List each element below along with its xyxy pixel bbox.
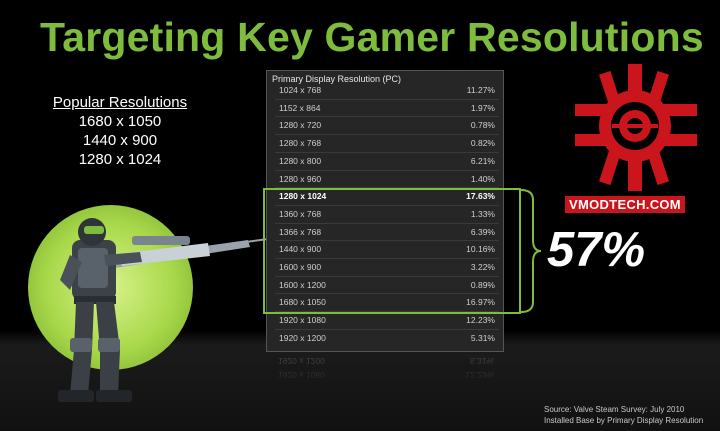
resolution-cell: 1680 x 1050	[279, 297, 326, 308]
resolution-cell: 1280 x 960	[279, 173, 322, 184]
popular-resolutions-header: Popular Resolutions	[52, 94, 188, 111]
resolution-cell: 1280 x 720	[279, 120, 322, 131]
row-divider	[275, 222, 499, 224]
share-cell: 12.23%	[466, 315, 495, 326]
table-row: 1920 x 1200 5.31%	[279, 329, 497, 347]
row-divider	[275, 204, 499, 206]
table-row: 1600 x 900 3.22%	[279, 258, 497, 276]
row-divider	[275, 258, 499, 259]
table-row: 1360 x 768 1.33%	[279, 205, 497, 223]
source-note: Source: Valve Steam Survey: July 2010 In…	[544, 404, 703, 426]
popular-resolutions: Popular Resolutions 1680 x 1050 1440 x 9…	[32, 93, 208, 169]
share-cell: 0.89%	[470, 279, 495, 290]
table-row: 1280 x 1024 17.63%	[279, 187, 497, 205]
table-row: 1024 x 768 11.27%	[279, 81, 497, 99]
row-divider	[275, 116, 499, 118]
row-divider	[275, 328, 499, 330]
share-cell: 5.31%	[470, 332, 495, 343]
resolution-cell: 1024 x 768	[279, 85, 322, 95]
share-cell: 11.27%	[466, 85, 495, 95]
row-divider	[275, 151, 499, 153]
row-divider	[275, 293, 499, 295]
resolution-cell: 1920 x 1080	[279, 315, 326, 326]
row-divider	[275, 187, 499, 189]
table-row: 1920 x 1080 12.23%	[279, 311, 497, 329]
share-cell: 6.39%	[470, 226, 495, 237]
resolution-cell: 1366 x 768	[279, 226, 322, 237]
resolution-cell: 1600 x 1200	[279, 279, 326, 290]
table-row: 1440 x 900 10.16%	[279, 240, 497, 258]
share-cell: 0.82%	[470, 138, 495, 149]
table-row: 1680 x 1050 16.97%	[279, 293, 497, 311]
share-cell: 3.22%	[470, 262, 495, 272]
resolution-cell: 1280 x 800	[279, 155, 322, 166]
share-cell: 16.97%	[466, 297, 495, 308]
table-row: 1366 x 768 6.39%	[279, 223, 497, 241]
table-row: 1280 x 720 0.78%	[279, 116, 497, 134]
share-cell: 1.33%	[470, 208, 495, 219]
row-divider	[275, 134, 499, 136]
logo-text: VMODTECH.COM	[565, 196, 685, 213]
resolution-cell: 1440 x 900	[279, 244, 322, 255]
table-title: Primary Display Resolution (PC)	[272, 74, 402, 84]
table-row: 1600 x 1200 0.89%	[279, 276, 497, 294]
resolution-table: Primary Display Resolution (PC) 1024 x 7…	[266, 70, 504, 352]
table-row: 1152 x 864 1.97%	[279, 99, 497, 117]
highlight-box	[263, 188, 521, 314]
share-cell: 17.63%	[466, 191, 495, 202]
table-row: 1280 x 768 0.82%	[279, 134, 497, 152]
table-row: 1280 x 800 6.21%	[279, 152, 497, 170]
resolution-cell: 1600 x 900	[279, 262, 322, 272]
share-cell: 0.78%	[470, 120, 495, 131]
row-divider	[275, 311, 499, 313]
row-divider	[275, 98, 499, 100]
share-cell: 10.16%	[466, 244, 495, 255]
resolution-cell: 1920 x 1200	[279, 332, 326, 343]
source-line: Source: Valve Steam Survey: July 2010	[544, 405, 685, 414]
share-cell: 1.40%	[470, 173, 495, 184]
share-cell: 1.97%	[470, 102, 495, 113]
popular-item: 1680 x 1050	[78, 113, 162, 130]
resolution-cell: 1280 x 768	[279, 138, 322, 149]
source-line: Installed Base by Primary Display Resolu…	[544, 416, 704, 425]
resolution-cell: 1152 x 864	[279, 102, 321, 113]
share-cell: 6.21%	[470, 155, 495, 166]
highlight-total: 57%	[547, 223, 646, 277]
popular-item: 1440 x 900	[82, 132, 158, 149]
table-row: 1280 x 960 1.40%	[279, 170, 497, 188]
row-divider	[275, 169, 499, 171]
resolution-cell: 1360 x 768	[279, 208, 322, 219]
resolution-cell: 1280 x 1024	[279, 191, 327, 202]
slide-title: Targeting Key Gamer Resolutions	[40, 14, 704, 60]
row-divider	[275, 240, 499, 242]
row-divider	[275, 275, 499, 277]
soldier-sniper-illustration	[58, 218, 269, 402]
popular-item: 1280 x 1024	[78, 151, 162, 168]
